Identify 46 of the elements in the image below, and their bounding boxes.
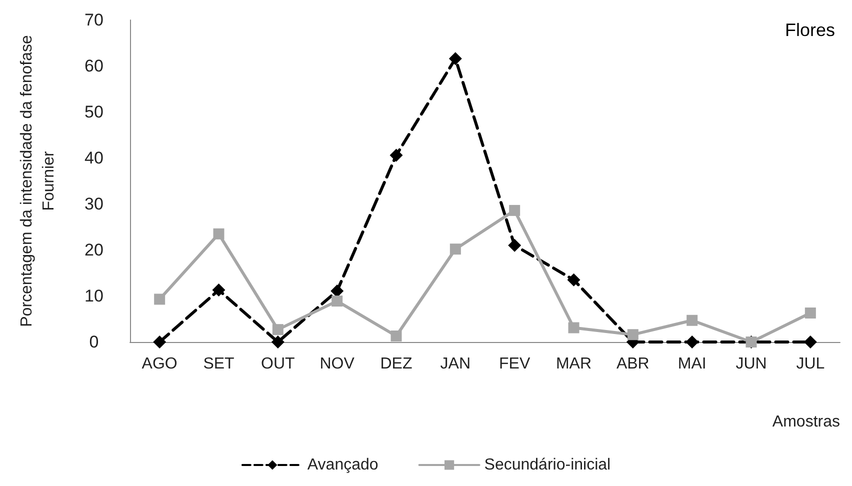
- x-tick-label: OUT: [261, 356, 296, 372]
- y-axis-title: Porcentagem da intensidade da fenofase Fournier: [18, 35, 58, 327]
- point: [330, 284, 344, 298]
- point: [804, 308, 816, 319]
- point: [390, 330, 402, 342]
- y-tick-label: 60: [84, 56, 104, 76]
- legend-label: Avançado: [307, 456, 378, 474]
- y-tick-label: 30: [84, 194, 104, 214]
- point: [212, 284, 226, 297]
- point: [213, 228, 224, 240]
- point: [271, 336, 284, 348]
- point: [154, 294, 166, 305]
- x-axis-title: Amostras: [772, 414, 840, 430]
- x-tick-label: ABR: [616, 356, 650, 372]
- x-tick-label: MAR: [556, 356, 592, 372]
- y-tick-label: 20: [84, 240, 104, 260]
- x-tick-label: DEZ: [380, 356, 412, 372]
- y-tick-label: 40: [84, 148, 104, 168]
- y-tick-label: 0: [89, 332, 99, 352]
- point: [153, 336, 166, 348]
- point: [686, 336, 699, 348]
- y-tick-label: 70: [84, 10, 104, 30]
- point: [508, 238, 522, 252]
- point: [509, 204, 520, 216]
- point: [568, 322, 580, 334]
- x-tick-label: NOV: [320, 356, 355, 372]
- y-tick-label: 50: [84, 102, 104, 122]
- x-tick-label: SET: [203, 356, 235, 372]
- point: [627, 329, 638, 340]
- point: [272, 324, 284, 336]
- chart-title: Flores: [784, 20, 836, 40]
- point: [686, 314, 698, 326]
- x-tick-label: JUN: [736, 356, 767, 372]
- x-tick-label: JAN: [440, 356, 471, 372]
- x-tick-label: FEV: [499, 356, 530, 372]
- y-tick-label: 10: [84, 286, 104, 306]
- point: [450, 244, 461, 255]
- point: [804, 336, 817, 348]
- legend-label: Secundário-inicial: [484, 456, 611, 474]
- point: [390, 148, 403, 162]
- x-tick-label: JUL: [796, 356, 825, 372]
- point: [567, 273, 580, 286]
- point: [448, 52, 462, 66]
- x-tick-label: AGO: [142, 356, 178, 372]
- x-tick-label: MAI: [678, 356, 706, 372]
- point: [332, 296, 343, 307]
